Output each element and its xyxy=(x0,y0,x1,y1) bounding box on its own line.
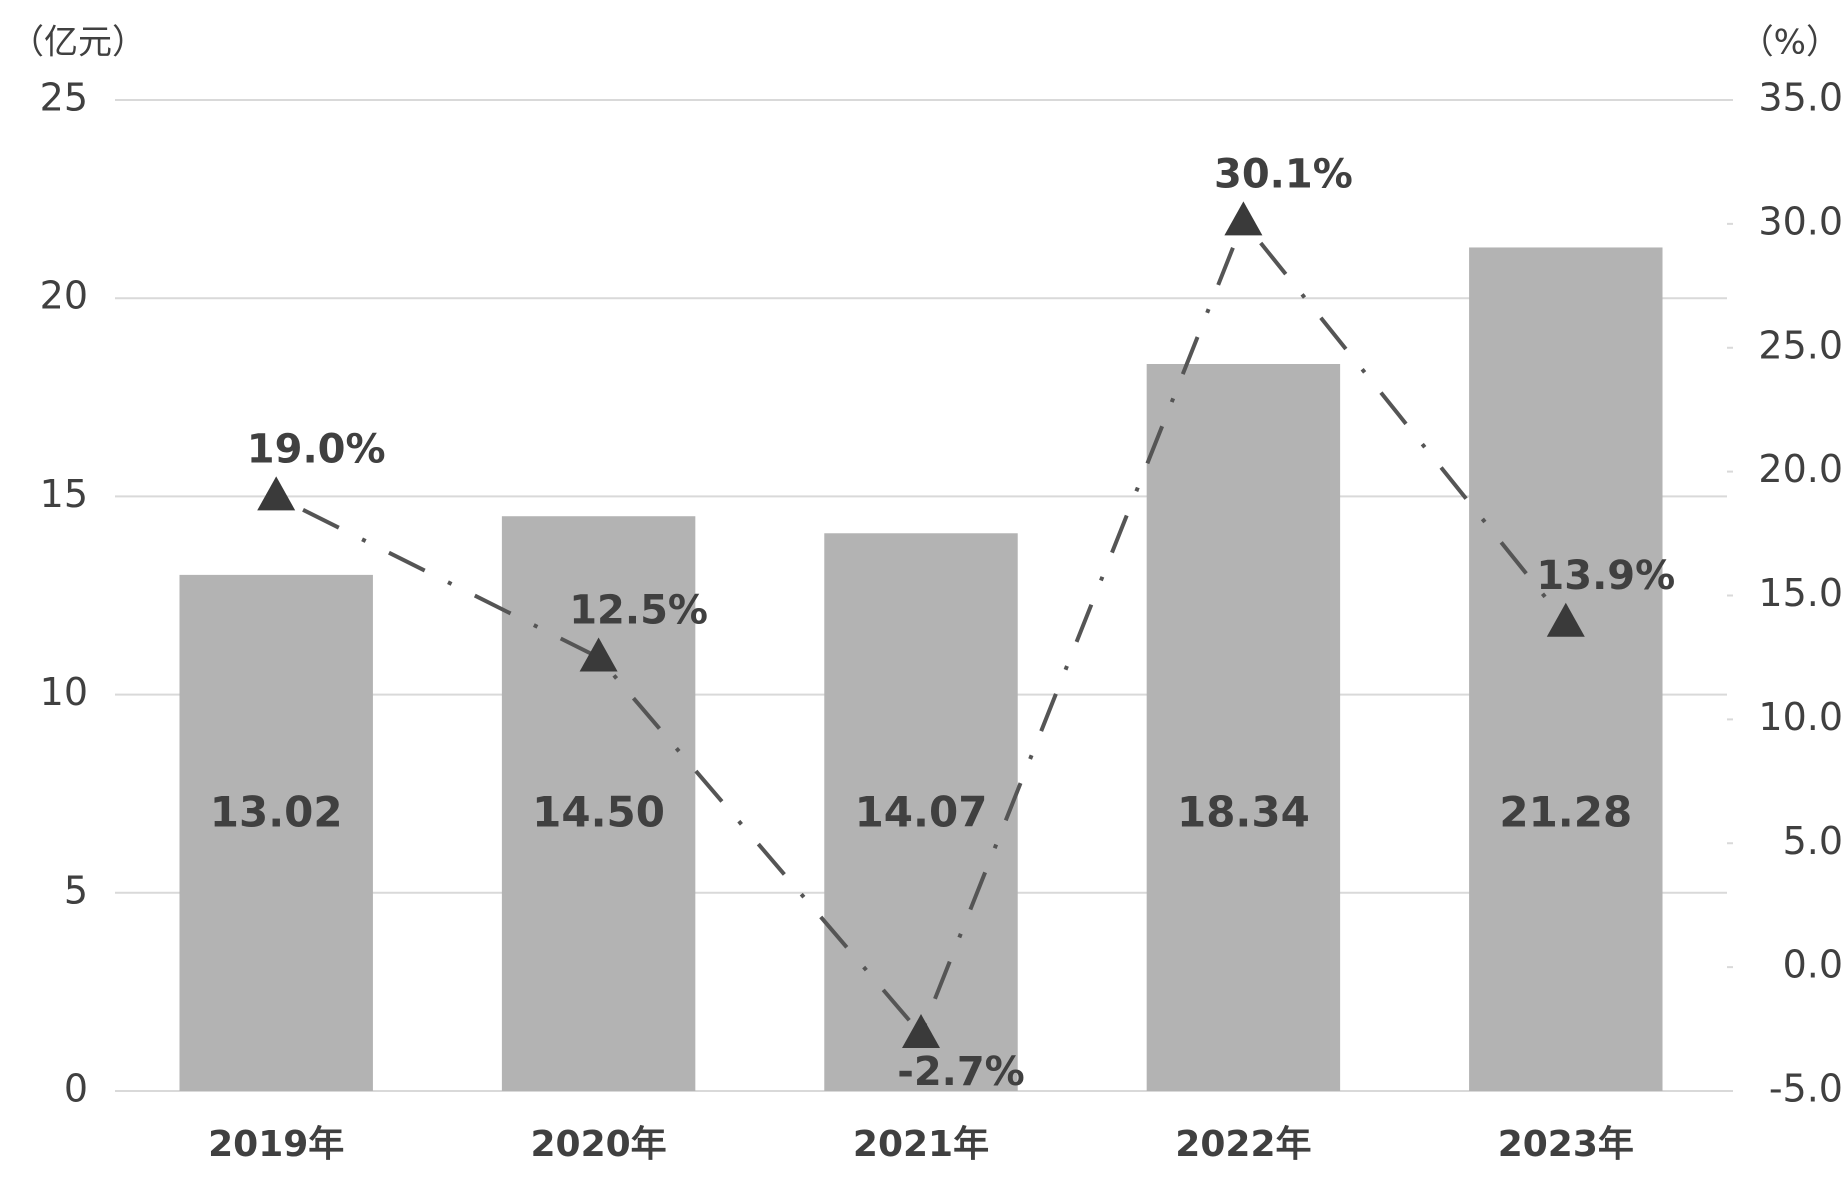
y-tick-label: 15 xyxy=(40,472,88,516)
x-tick-label: 2021年 xyxy=(853,1124,989,1165)
bar-value-label: 18.34 xyxy=(1177,788,1310,837)
line-marker xyxy=(1224,201,1263,236)
bar-value-label: 14.50 xyxy=(532,788,665,837)
bar xyxy=(1469,247,1663,1091)
bar-value-label: 14.07 xyxy=(855,788,988,837)
y-unit: （亿元） xyxy=(10,23,146,63)
y2-tick-label: 10.0 xyxy=(1758,695,1843,739)
y-tick-label: 0 xyxy=(64,1067,88,1111)
line-value-label: 19.0% xyxy=(247,426,386,472)
y-tick-label: 10 xyxy=(40,670,88,714)
bar-value-label: 21.28 xyxy=(1499,788,1632,837)
y2-tick-label: 15.0 xyxy=(1758,571,1843,615)
line-value-label: 13.9% xyxy=(1536,553,1675,599)
line-marker xyxy=(1546,602,1585,637)
bar-value-label: 13.02 xyxy=(210,788,343,837)
y2-tick-label: 35.0 xyxy=(1758,76,1843,120)
y-tick-label: 5 xyxy=(64,868,88,912)
y2-tick-label: 20.0 xyxy=(1758,447,1843,491)
y2-unit: （%） xyxy=(1740,23,1840,63)
line-value-label: 30.1% xyxy=(1214,151,1353,197)
x-tick-label: 2022年 xyxy=(1175,1124,1311,1165)
y2-tick-label: -5.0 xyxy=(1769,1067,1843,1111)
y2-tick-label: 5.0 xyxy=(1783,819,1843,863)
y2-tick-label: 30.0 xyxy=(1758,199,1843,243)
line-marker xyxy=(902,1014,940,1049)
line-marker xyxy=(257,476,296,511)
x-tick-label: 2020年 xyxy=(530,1124,666,1165)
line-value-label: -2.7% xyxy=(897,1049,1025,1095)
y2-tick-label: 0.0 xyxy=(1783,943,1843,987)
bar xyxy=(1146,364,1341,1091)
x-tick-label: 2019年 xyxy=(208,1124,344,1165)
bar xyxy=(501,516,696,1091)
y-tick-label: 20 xyxy=(40,274,88,318)
x-tick-label: 2023年 xyxy=(1498,1124,1634,1165)
line-marker xyxy=(579,637,618,672)
y-tick-label: 25 xyxy=(40,76,88,120)
line-value-label: 12.5% xyxy=(569,587,708,633)
y2-tick-label: 25.0 xyxy=(1758,323,1843,367)
line xyxy=(275,217,1568,1038)
bar xyxy=(824,533,1018,1091)
bar xyxy=(179,574,373,1091)
